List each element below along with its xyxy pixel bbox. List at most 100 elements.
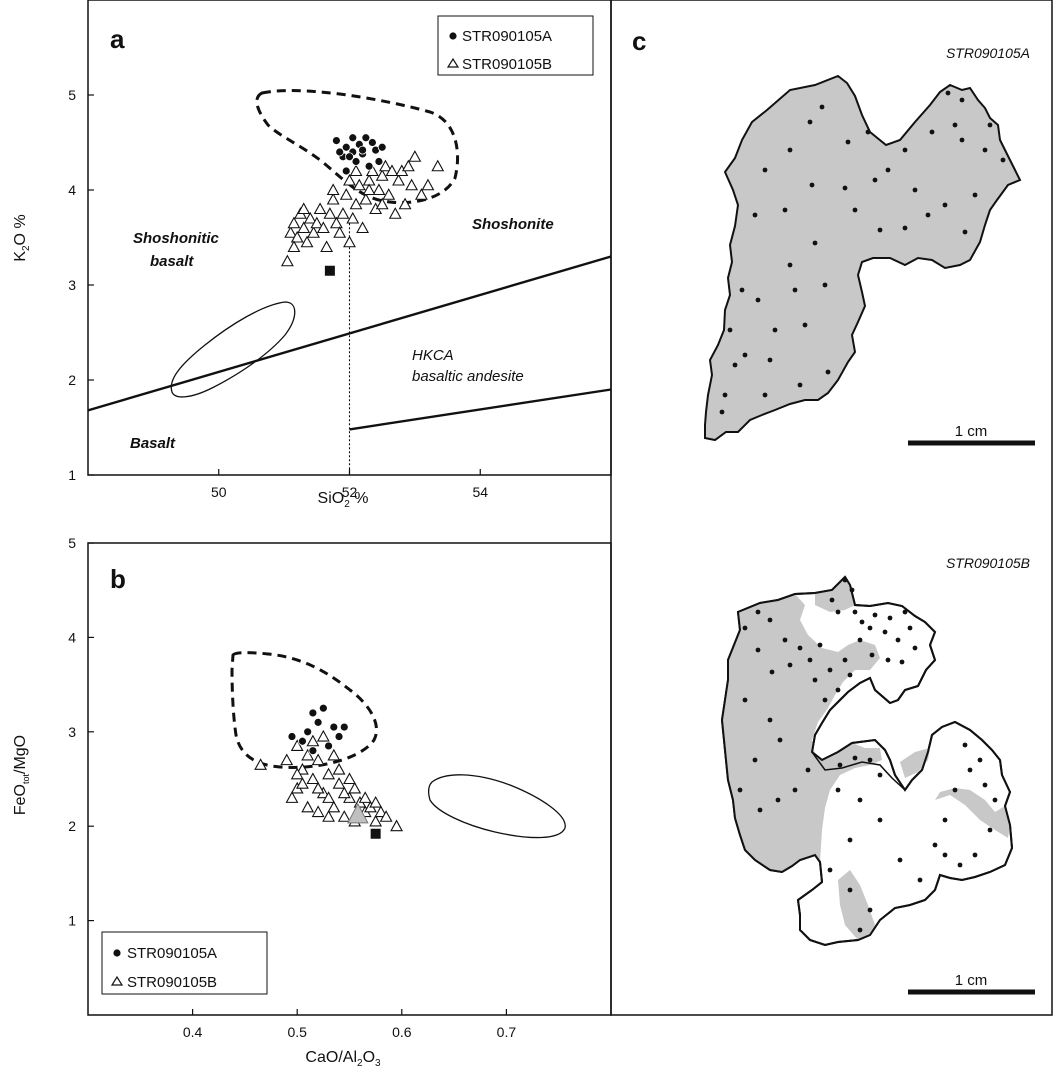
analysis-spot [982, 147, 988, 153]
panel-c: c STR090105A STR090105B 1 cm 1 cm [632, 26, 1035, 995]
analysis-spot [755, 647, 761, 653]
analysis-spot [825, 369, 831, 375]
triangle-point [398, 197, 412, 210]
analysis-spot [857, 927, 863, 933]
analysis-spot [895, 637, 901, 643]
analysis-spot [807, 119, 813, 125]
triangle-point [336, 207, 350, 219]
y-tick-label: 4 [68, 182, 76, 198]
x-tick-label: 54 [472, 484, 488, 500]
analysis-spot [845, 139, 851, 145]
analysis-spot [877, 772, 883, 778]
analysis-spot [812, 677, 818, 683]
analysis-spot [827, 867, 833, 873]
triangle-point [382, 188, 396, 200]
triangle-point [307, 226, 320, 238]
analysis-spot [769, 669, 775, 675]
panel-b-dashed-field [230, 651, 378, 769]
analysis-spot [912, 645, 918, 651]
analysis-spot [917, 877, 923, 883]
y-tick-label: 4 [68, 629, 76, 645]
analysis-spot [885, 167, 891, 173]
crystal-b-grey-zone-right [935, 788, 1010, 838]
scale-label-a: 1 cm [955, 423, 988, 440]
triangle-point [327, 748, 341, 761]
analysis-spot [742, 697, 748, 703]
triangle-point [327, 800, 341, 813]
sample-a-label: STR090105A [946, 45, 1030, 61]
circle-point [348, 133, 358, 143]
triangle-point [362, 183, 376, 196]
triangle-point [431, 159, 445, 172]
analysis-spot [775, 797, 781, 803]
analysis-spot [942, 817, 948, 823]
panel-b-ticks: 0.4 0.5 0.6 0.7 1 2 3 4 5 [68, 535, 516, 1040]
triangle-point [322, 767, 336, 780]
triangle-point [311, 805, 325, 818]
x-tick-label: 0.6 [392, 1024, 412, 1040]
crystal-b-grey-zone-top [815, 577, 855, 612]
x-tick-label: 0.4 [183, 1024, 203, 1040]
analysis-spot [952, 787, 958, 793]
analysis-spot [739, 287, 745, 293]
triangle-point [306, 734, 320, 747]
y-tick-label: 1 [68, 467, 76, 483]
triangle-point [300, 235, 314, 248]
analysis-spot [805, 767, 811, 773]
analysis-spot [872, 177, 878, 183]
crystal-a-dots [719, 90, 1006, 415]
analysis-spot [887, 615, 893, 621]
circle-point [308, 746, 318, 756]
analysis-spot [967, 767, 973, 773]
circle-point [339, 722, 349, 732]
analysis-spot [867, 907, 873, 913]
circle-point [345, 152, 354, 162]
triangle-point [297, 221, 311, 234]
triangle-point [349, 164, 363, 177]
analysis-spot [857, 637, 863, 643]
analysis-spot [932, 842, 938, 848]
grey-triangle-marker [347, 802, 369, 824]
analysis-spot [992, 797, 998, 803]
label-basalt-word: basalt [150, 253, 194, 270]
analysis-spot [782, 637, 788, 643]
scale-label-b: 1 cm [955, 972, 988, 989]
analysis-spot [852, 755, 858, 761]
circle-point [313, 717, 323, 727]
triangle-point [284, 226, 298, 238]
triangle-point [322, 791, 336, 803]
analysis-spot [962, 742, 968, 748]
analysis-spot [902, 609, 908, 615]
circle-point [367, 138, 377, 147]
panel-b-ylabel: FeOtot/MgO [12, 735, 31, 815]
crystal-a-outline [704, 74, 1022, 442]
triangle-point [311, 753, 325, 766]
legend-triangle-icon [110, 975, 124, 986]
triangle-point [358, 791, 372, 803]
analysis-spot [959, 137, 965, 143]
analysis-spot [829, 597, 835, 603]
analysis-spot [767, 357, 773, 363]
analysis-spot [782, 207, 788, 213]
panel-a-legend: STR090105A STR090105B [437, 15, 594, 76]
triangle-point [356, 221, 370, 234]
triangle-point [346, 211, 360, 224]
circle-point [364, 161, 374, 171]
analysis-spot [807, 657, 813, 663]
label-shoshonitic: Shoshonitic [133, 230, 219, 247]
triangle-point [290, 739, 304, 752]
analysis-spot [897, 857, 903, 863]
analysis-spot [822, 697, 828, 703]
triangle-point [310, 216, 324, 229]
analysis-spot [762, 392, 768, 398]
triangle-point [295, 762, 309, 775]
analysis-spot [819, 104, 825, 110]
legend-circle-icon [449, 32, 457, 40]
triangle-point [301, 800, 315, 813]
circle-point [324, 741, 333, 751]
analysis-spot [787, 147, 793, 153]
analysis-spot [792, 787, 798, 793]
analysis-spot [987, 122, 993, 128]
analysis-spot [859, 619, 865, 625]
triangle-point [332, 762, 346, 775]
